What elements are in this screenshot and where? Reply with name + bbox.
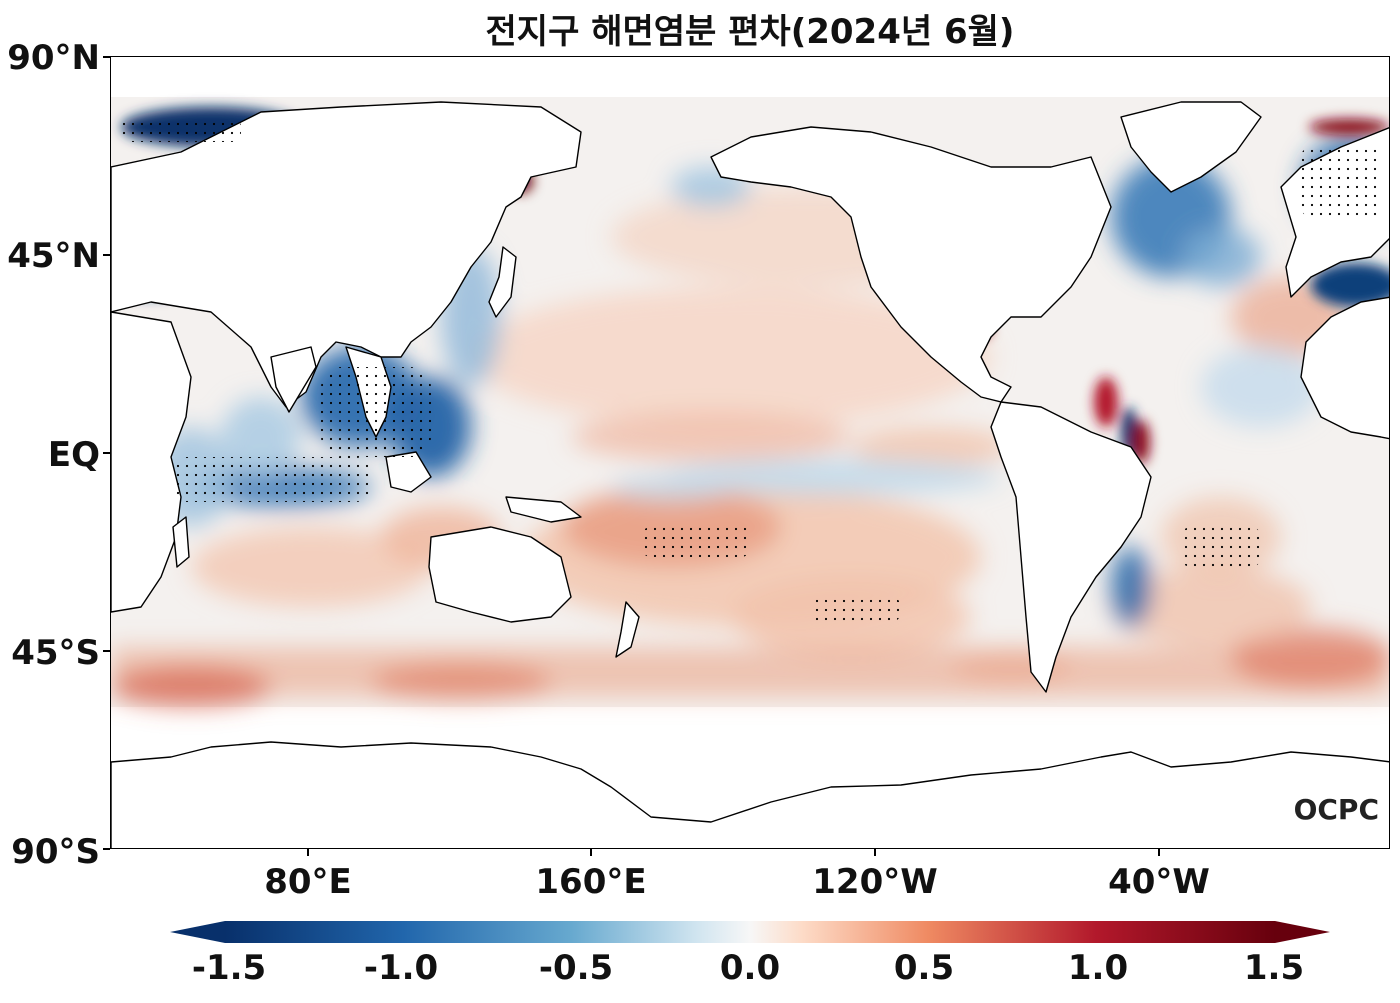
colorbar-gradient: [225, 921, 1275, 943]
significance-stippling: [121, 117, 1381, 622]
lon-tick: [1158, 849, 1160, 856]
india-land: [270, 346, 317, 413]
lon-tick: [874, 849, 876, 856]
lat-label-eq: EQ: [47, 435, 100, 475]
colorbar-tick: 0.5: [893, 948, 955, 988]
antarctica-land: [111, 741, 1389, 848]
west-africa-land: [1300, 296, 1389, 440]
map-panel[interactable]: OCPC: [110, 56, 1390, 849]
lon-label-80e: 80°E: [264, 862, 352, 902]
lat-tick: [103, 848, 110, 850]
ocpc-logo: OCPC: [1293, 793, 1379, 826]
colorbar-extend-low: [170, 921, 225, 943]
japan-land: [488, 246, 517, 318]
lat-tick: [103, 452, 110, 454]
lat-tick: [103, 650, 110, 652]
salinity-anomaly-map: [111, 97, 1389, 848]
australia-land: [428, 526, 572, 623]
greenland-land: [1120, 101, 1262, 193]
lat-tick: [103, 254, 110, 256]
colorbar-tick: 1.0: [1067, 948, 1129, 988]
lat-label-45s: 45°S: [11, 633, 100, 673]
colorbar-tick: -1.5: [191, 948, 267, 988]
lat-label-45n: 45°N: [7, 236, 100, 276]
lat-label-90n: 90°N: [7, 38, 100, 78]
lon-tick: [590, 849, 592, 856]
new-guinea-land: [505, 496, 582, 523]
colorbar-tick: 0.0: [719, 948, 781, 988]
map-title: 전지구 해면염분 편차(2024년 6월): [485, 12, 1015, 52]
lon-label-160e: 160°E: [535, 862, 647, 902]
lat-label-90s: 90°S: [11, 832, 100, 872]
north-america-land: [710, 126, 1112, 403]
eurasia-land: [111, 101, 582, 408]
lat-tick: [103, 56, 110, 58]
colorbar-tick: -1.0: [363, 948, 439, 988]
lon-tick: [307, 849, 309, 856]
colorbar-extend-high: [1275, 921, 1330, 943]
south-america-land: [990, 401, 1152, 693]
colorbar: [170, 921, 1330, 943]
lon-label-120w: 120°W: [812, 862, 938, 902]
madagascar-land: [172, 516, 190, 568]
colorbar-tick: 1.5: [1243, 948, 1305, 988]
colorbar-tick: -0.5: [538, 948, 614, 988]
new-zealand-land: [615, 601, 640, 658]
lon-label-40w: 40°W: [1108, 862, 1210, 902]
